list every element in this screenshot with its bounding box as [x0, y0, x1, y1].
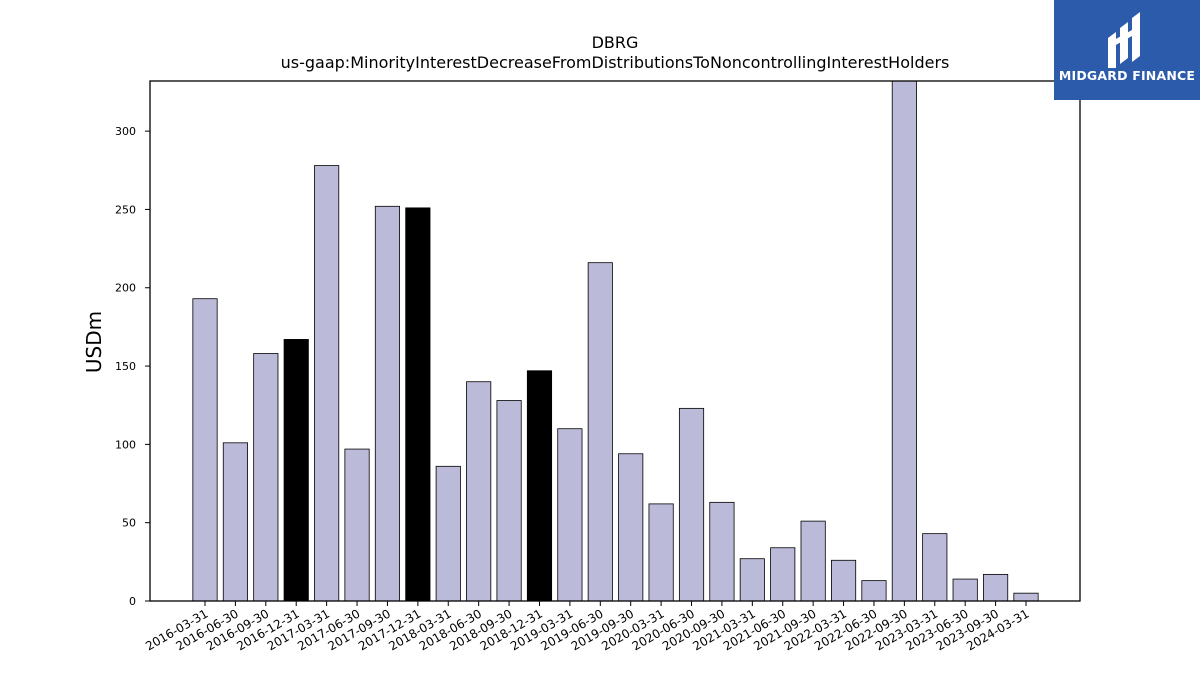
- bar-2017-06-30: [344, 448, 370, 602]
- chart-title: DBRG: [592, 33, 639, 52]
- bar-2023-06-30: [952, 578, 978, 602]
- bar-2022-03-31: [830, 559, 857, 602]
- bar-2020-06-30: [678, 407, 705, 602]
- bar-2017-12-31: [405, 207, 431, 602]
- y-tick-label: 150: [115, 360, 136, 373]
- bar-2018-12-31: [526, 370, 553, 602]
- bar-2019-09-30: [618, 453, 644, 602]
- midgard-finance-logo: MIDGARD FINANCE: [1054, 0, 1200, 100]
- bar-2021-06-30: [770, 547, 796, 602]
- bar-2019-06-30: [587, 262, 613, 602]
- bar-2016-03-31: [192, 298, 218, 602]
- plot-frame: [149, 80, 1081, 602]
- y-tick-label: 100: [115, 438, 136, 451]
- bar-2019-03-31: [557, 428, 583, 602]
- bar-2016-12-31: [283, 339, 309, 602]
- logo-text: MIDGARD FINANCE: [1058, 68, 1196, 83]
- bar-2018-09-30: [496, 400, 522, 602]
- midgard-logo-icon: [1108, 12, 1140, 68]
- y-tick-label: 50: [122, 517, 136, 530]
- y-tick-label: 200: [115, 282, 136, 295]
- bar-2018-06-30: [466, 381, 492, 602]
- bar-2020-09-30: [709, 501, 735, 602]
- x-axis-ticks: 2016-03-312016-06-302016-09-302016-12-31…: [143, 601, 1032, 653]
- y-axis-ticks: 0 50 100 150 200 250 300: [115, 125, 150, 608]
- y-tick-label: 300: [115, 125, 136, 138]
- bar-2017-03-31: [314, 165, 340, 602]
- chart-subtitle: us-gaap:MinorityInterestDecreaseFromDist…: [281, 53, 950, 72]
- bar-2022-09-30: [891, 80, 917, 602]
- y-tick-label: 0: [129, 595, 136, 608]
- bar-2023-09-30: [983, 573, 1009, 602]
- bar-2016-06-30: [222, 442, 248, 602]
- bar-2020-03-31: [648, 503, 674, 602]
- bars-group: [192, 80, 1039, 602]
- bar-2021-09-30: [800, 520, 826, 602]
- bar-2016-09-30: [253, 353, 279, 602]
- y-tick-label: 250: [115, 203, 136, 216]
- bar-2017-09-30: [374, 205, 401, 602]
- y-axis-label: USDm: [82, 311, 106, 373]
- bar-2023-03-31: [922, 533, 948, 602]
- bar-2024-03-31: [1013, 592, 1039, 602]
- bar-2022-06-30: [861, 580, 887, 602]
- bar-2018-03-31: [435, 465, 461, 602]
- bar-2021-03-31: [739, 558, 765, 602]
